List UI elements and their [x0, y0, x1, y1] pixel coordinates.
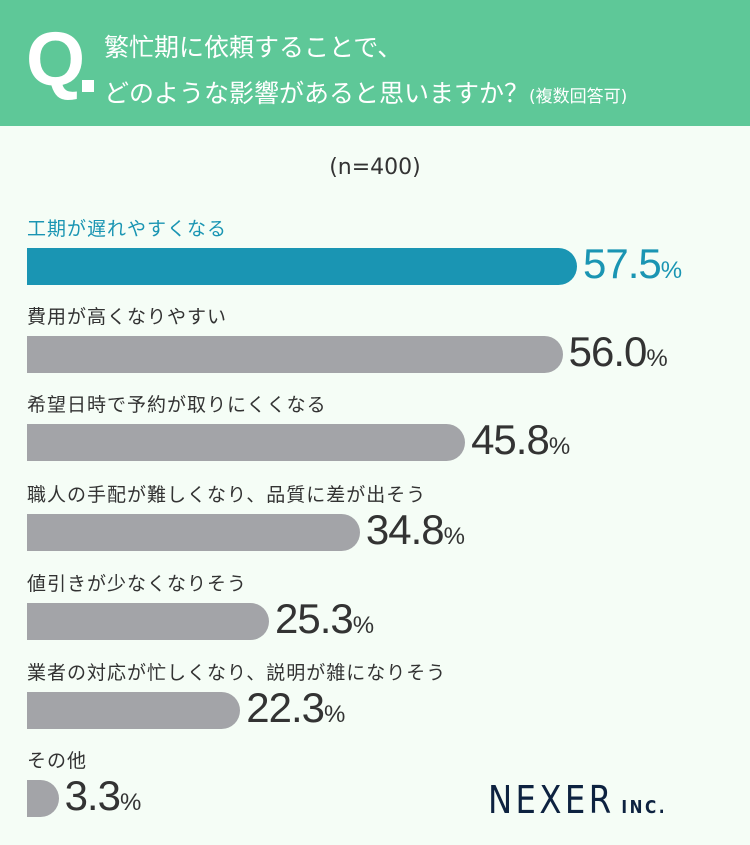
- bar: [27, 780, 59, 817]
- bar: [27, 692, 241, 729]
- value-label: 57.5%: [583, 240, 683, 287]
- q-mark: Q: [26, 17, 86, 102]
- value-label: 25.3%: [275, 595, 375, 642]
- value-label: 56.0%: [568, 328, 668, 375]
- value-label: 3.3%: [64, 772, 142, 819]
- question-header: Q 繁忙期に依頼することで、 どのような影響があると思いますか？(複数回答可): [0, 0, 750, 126]
- question-line-1: 繁忙期に依頼することで、: [104, 33, 403, 62]
- value-label: 45.8%: [471, 416, 571, 463]
- category-label: 希望日時で予約が取りにくくなる: [27, 394, 327, 416]
- sample-size: (n=400): [329, 155, 421, 180]
- category-label: 値引きが少なくなりそう: [27, 573, 248, 595]
- nexer-logo: NEXER INC.: [488, 778, 668, 822]
- question-line-2: どのような影響があると思いますか？(複数回答可): [104, 79, 628, 108]
- value-label: 22.3%: [246, 684, 346, 731]
- category-label: 業者の対応が忙しくなり、説明が雑になりそう: [27, 662, 447, 684]
- q-dot: [82, 80, 94, 92]
- category-label: その他: [27, 750, 88, 772]
- category-label: 職人の手配が難しくなり、品質に差が出そう: [27, 484, 427, 506]
- bar: [27, 248, 577, 285]
- bar: [27, 336, 563, 373]
- question-note: (複数回答可): [529, 87, 628, 107]
- category-label: 費用が高くなりやすい: [27, 306, 228, 328]
- bar: [27, 424, 466, 461]
- value-label: 34.8%: [365, 506, 465, 553]
- bar: [27, 514, 360, 551]
- bar: [27, 603, 269, 640]
- category-label: 工期が遅れやすくなる: [27, 218, 228, 240]
